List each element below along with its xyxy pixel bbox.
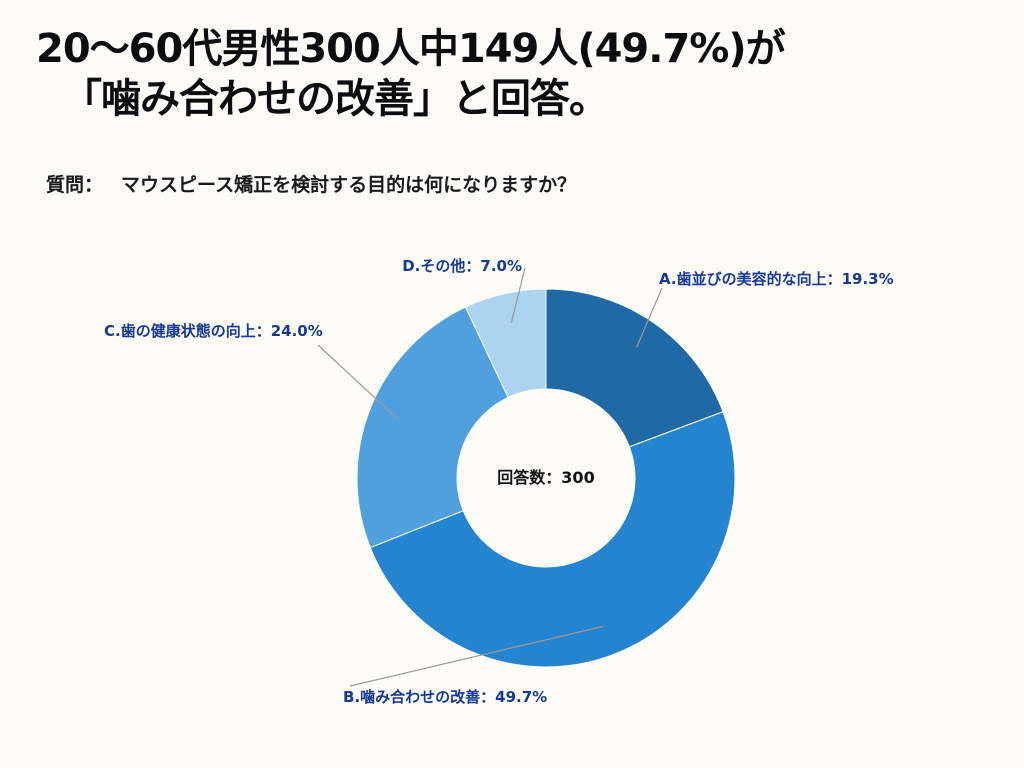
question-prefix: 質問： [46,174,104,196]
slice-b [369,411,736,668]
slice-d [464,288,547,399]
slice-labels: A.歯並びの美容的な向上：19.3% B.噛み合わせの改善：49.7% C.歯の健康… [104,257,894,706]
donut-slices [356,288,736,668]
survey-question: 質問： マウスピース矯正を検討する目的は何になりますか？ [46,170,576,197]
leader-line-d [510,267,526,323]
leader-line-c [317,344,399,420]
headline-line-2: 「噛み合わせの改善」と回答。 [62,76,609,122]
leader-line-a [636,287,663,348]
slice-label-b: B.噛み合わせの改善：49.7% [343,688,547,706]
slice-c [356,306,509,549]
question-text: マウスピース矯正を検討する目的は何になりますか？ [121,174,577,196]
leader-lines [317,267,663,687]
slice-label-c: C.歯の健康状態の向上：24.0% [104,322,323,340]
leader-line-b [349,625,604,687]
center-total-label: 回答数：300 [497,468,594,487]
headline-line-1: 20〜60代男性300人中149人(49.7%)が [36,26,786,72]
chart-headline: 20〜60代男性300人中149人(49.7%)が 「噛み合わせの改善」と回答。 [36,24,996,124]
slice-a [545,288,724,448]
slice-label-d: D.その他：7.0% [402,257,522,275]
slice-label-a: A.歯並びの美容的な向上：19.3% [659,270,894,288]
